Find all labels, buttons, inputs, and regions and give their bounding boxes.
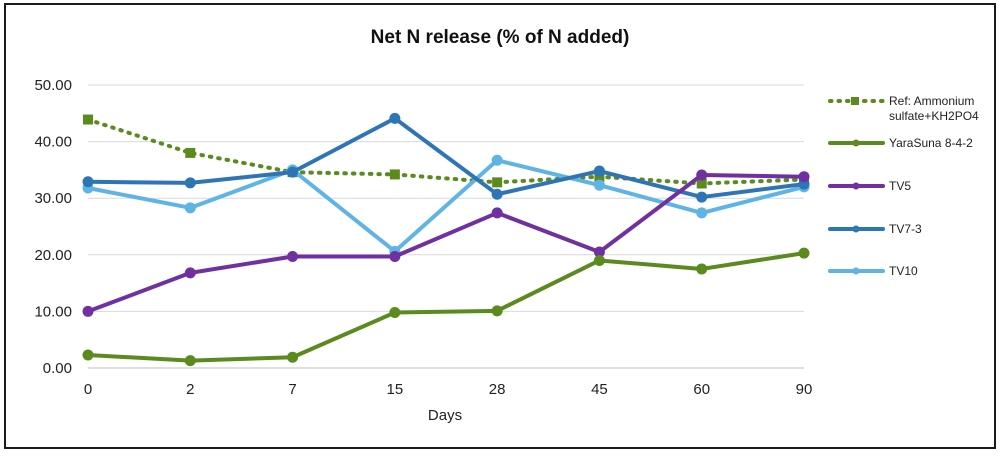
- data-point: [696, 191, 708, 203]
- series-line: [86, 251, 806, 363]
- legend-marker: [851, 97, 859, 105]
- data-point: [287, 250, 299, 262]
- series-line: [86, 117, 806, 186]
- gridlines: [88, 84, 804, 369]
- data-point: [184, 177, 196, 189]
- series-tv5: [82, 169, 810, 317]
- data-point: [696, 207, 708, 219]
- legend-item: TV5: [828, 179, 911, 193]
- data-point: [82, 176, 94, 188]
- y-axis-ticks: 0.00 10.00 20.00 30.00 40.00 50.00: [34, 77, 72, 377]
- data-point: [798, 171, 810, 183]
- data-point: [696, 169, 708, 181]
- data-point: [389, 250, 401, 262]
- chart-title: Net N release (% of N added): [371, 27, 630, 48]
- data-point: [389, 169, 400, 180]
- data-point: [798, 247, 810, 259]
- data-point: [594, 171, 605, 182]
- data-point: [491, 188, 503, 200]
- legend-label: sulfate+KH2PO4: [889, 109, 979, 123]
- data-point: [82, 305, 94, 317]
- data-point: [696, 263, 708, 275]
- series-line: [86, 172, 806, 314]
- legend-label: TV10: [889, 264, 918, 278]
- chart-frame: [4, 3, 996, 449]
- x-axis-ticks: 0 2 7 15 28 45 60 90: [84, 381, 813, 398]
- data-point: [185, 147, 196, 158]
- legend-item: TV7-3: [828, 222, 922, 236]
- x-axis-label: Days: [428, 407, 462, 424]
- y-tick-label: 50.00: [34, 77, 72, 94]
- legend-label: TV5: [889, 179, 911, 193]
- data-point: [696, 178, 707, 189]
- x-tick-label: 45: [591, 381, 608, 398]
- legend-label: Ref: Ammonium: [889, 94, 974, 108]
- x-tick-label: 28: [489, 381, 506, 398]
- data-point: [184, 267, 196, 279]
- x-tick-label: 90: [796, 381, 813, 398]
- legend-label: YaraSuna 8-4-2: [889, 136, 973, 150]
- x-tick-label: 0: [84, 381, 92, 398]
- series-yarasuna-8-4-2: [82, 247, 810, 367]
- series-tv10: [82, 154, 810, 257]
- x-tick-label: 7: [288, 381, 296, 398]
- data-point: [184, 202, 196, 214]
- x-tick-label: 60: [693, 381, 710, 398]
- y-tick-label: 20.00: [34, 247, 72, 264]
- y-tick-label: 40.00: [34, 134, 72, 151]
- data-point: [593, 246, 605, 258]
- data-point: [82, 349, 94, 361]
- series-line: [86, 158, 806, 254]
- y-tick-label: 0.00: [43, 360, 72, 377]
- data-point: [287, 351, 299, 363]
- data-point: [491, 207, 503, 219]
- legend-marker: [852, 182, 860, 190]
- data-point: [593, 165, 605, 177]
- data-point: [593, 179, 605, 191]
- legend-item: TV10: [828, 264, 918, 278]
- series-tv7-3: [82, 112, 810, 203]
- legend-item: YaraSuna 8-4-2: [828, 136, 973, 150]
- legend-marker: [852, 225, 860, 233]
- x-tick-label: 15: [387, 381, 404, 398]
- data-point: [491, 305, 503, 317]
- data-point: [287, 166, 299, 178]
- y-tick-label: 30.00: [34, 190, 72, 207]
- legend-marker: [852, 267, 860, 275]
- y-tick-label: 10.00: [34, 303, 72, 320]
- data-point: [593, 254, 605, 266]
- data-point: [492, 177, 503, 188]
- data-point: [83, 114, 93, 125]
- legend-label: TV7-3: [889, 222, 922, 236]
- x-tick-label: 2: [186, 381, 194, 398]
- data-point: [389, 112, 401, 124]
- data-point: [389, 307, 401, 319]
- data-point: [184, 355, 196, 367]
- legend-marker: [852, 139, 860, 147]
- data-point: [491, 154, 503, 166]
- series-layer: [82, 112, 810, 367]
- series-line: [86, 116, 806, 200]
